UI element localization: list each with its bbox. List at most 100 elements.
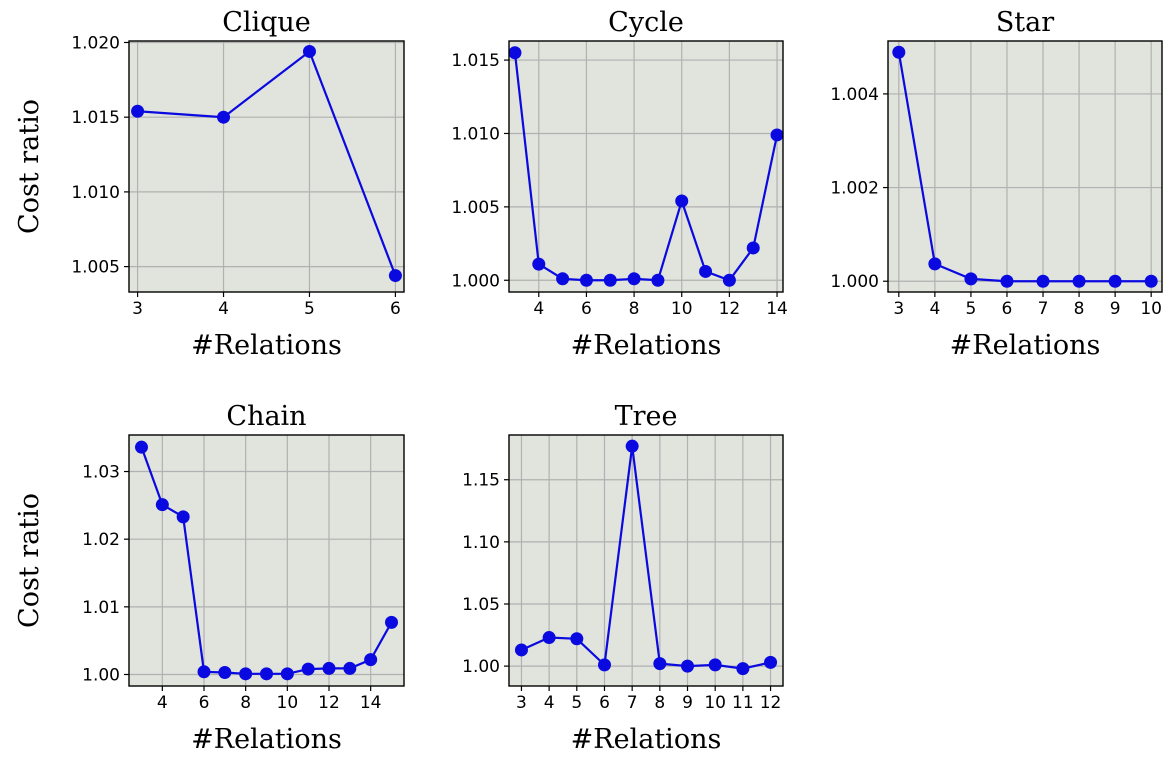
data-point (604, 274, 617, 287)
x-tick-label: 11 (732, 693, 754, 713)
y-tick-label: 1.015 (71, 108, 120, 128)
subplot-title: Cycle (608, 7, 684, 38)
x-axis-label: #Relations (191, 724, 342, 755)
data-point (964, 272, 977, 285)
y-tick-label: 1.02 (82, 530, 120, 550)
data-point (364, 653, 377, 666)
data-point (1145, 275, 1158, 288)
x-tick-label: 8 (240, 693, 251, 713)
x-tick-label: 6 (599, 693, 610, 713)
y-axis-label: Cost ratio (14, 493, 45, 628)
plot-area (509, 41, 783, 292)
plot-area (888, 41, 1162, 292)
subplot-tree: 3 4 5 6 7 8 9 10 11 121.001.051.101.15Tree#Relati… (462, 401, 783, 755)
x-tick-label: 8 (654, 693, 665, 713)
data-point (570, 632, 583, 645)
x-tick-label: 3 (516, 693, 527, 713)
data-point (131, 105, 144, 118)
data-point (343, 662, 356, 675)
y-tick-label: 1.03 (82, 463, 120, 483)
x-axis-label: #Relations (571, 330, 722, 361)
x-tick-label: 9 (682, 693, 693, 713)
data-point (651, 274, 664, 287)
subplot-cycle: 4 6 8 10 12 141.0001.0051.0101.015Cycle#Relat… (451, 7, 788, 361)
y-tick-label: 1.010 (71, 183, 120, 203)
x-tick-label: 10 (1140, 299, 1162, 319)
x-tick-label: 8 (629, 299, 640, 319)
y-tick-label: 1.005 (451, 198, 500, 218)
data-point (681, 660, 694, 673)
y-tick-label: 1.10 (462, 533, 500, 553)
subplot-chain: 4 6 8 10 12 141.001.011.021.03Chain#Relations… (14, 401, 404, 755)
subplot-title: Star (996, 7, 1054, 38)
x-tick-label: 6 (581, 299, 592, 319)
y-tick-label: 1.15 (462, 471, 500, 491)
x-tick-label: 12 (318, 693, 340, 713)
y-tick-label: 1.00 (82, 665, 120, 685)
subplot-clique: 3 4 5 6 1.005 1.010 1.015 1.020 Clique #Relations… (14, 7, 404, 361)
data-point (1109, 275, 1122, 288)
data-point (709, 658, 722, 671)
x-tick-label: 14 (766, 299, 788, 319)
x-tick-label: 4 (533, 299, 544, 319)
data-point (928, 257, 941, 270)
x-tick-label: 7 (1038, 299, 1049, 319)
data-point (389, 269, 402, 282)
data-point (771, 128, 784, 141)
data-point (892, 46, 905, 59)
data-point (217, 111, 230, 124)
x-tick-label: 10 (704, 693, 726, 713)
x-tick-label: 5 (304, 299, 315, 319)
x-tick-label: 4 (218, 299, 229, 319)
data-point (385, 616, 398, 629)
x-axis-label: #Relations (191, 330, 342, 361)
data-point (198, 665, 211, 678)
data-point (177, 510, 190, 523)
data-point (628, 272, 641, 285)
x-tick-label: 12 (760, 693, 782, 713)
data-point (323, 662, 336, 675)
x-tick-label: 3 (893, 299, 904, 319)
x-tick-label: 6 (390, 299, 401, 319)
y-tick-label: 1.000 (830, 272, 879, 292)
x-axis-label: #Relations (571, 724, 722, 755)
y-tick-label: 1.010 (451, 124, 500, 144)
data-point (543, 631, 556, 644)
x-tick-label: 10 (277, 693, 299, 713)
x-tick-label: 12 (719, 299, 741, 319)
x-tick-label: 4 (157, 693, 168, 713)
data-point (1037, 275, 1050, 288)
x-tick-label: 9 (1110, 299, 1121, 319)
x-tick-label: 5 (966, 299, 977, 319)
data-point (532, 258, 545, 271)
data-point (281, 667, 294, 680)
y-tick-label: 1.000 (451, 271, 500, 291)
data-point (653, 657, 666, 670)
x-tick-label: 5 (571, 693, 582, 713)
data-point (598, 658, 611, 671)
data-point (515, 643, 528, 656)
data-point (135, 441, 148, 454)
data-point (747, 241, 760, 254)
data-point (699, 265, 712, 278)
data-point (580, 274, 593, 287)
data-point (764, 656, 777, 669)
subplot-star: 3 4 5 6 7 8 9 10 1.000 1.002 1.004 Star #Relations (830, 7, 1162, 361)
x-axis-label: #Relations (950, 330, 1101, 361)
y-tick-label: 1.05 (462, 595, 500, 615)
data-point (508, 46, 521, 59)
y-tick-label: 1.015 (451, 51, 500, 71)
x-tick-label: 8 (1074, 299, 1085, 319)
y-axis-label: Cost ratio (14, 99, 45, 234)
x-tick-label: 14 (360, 693, 382, 713)
data-point (723, 274, 736, 287)
x-tick-label: 4 (544, 693, 555, 713)
plot-area (129, 41, 404, 292)
subplot-title: Clique (222, 7, 311, 38)
y-tick-label: 1.00 (462, 657, 500, 677)
y-tick-label: 1.020 (71, 33, 120, 53)
data-point (1073, 275, 1086, 288)
y-tick-label: 1.002 (830, 179, 879, 199)
subplot-title: Chain (226, 401, 306, 432)
